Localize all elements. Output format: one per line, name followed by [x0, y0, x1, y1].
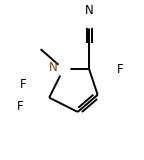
Text: F: F — [17, 100, 23, 113]
Text: N: N — [85, 4, 93, 17]
Text: F: F — [20, 78, 26, 91]
Text: F: F — [117, 63, 124, 76]
Text: N: N — [49, 61, 58, 74]
